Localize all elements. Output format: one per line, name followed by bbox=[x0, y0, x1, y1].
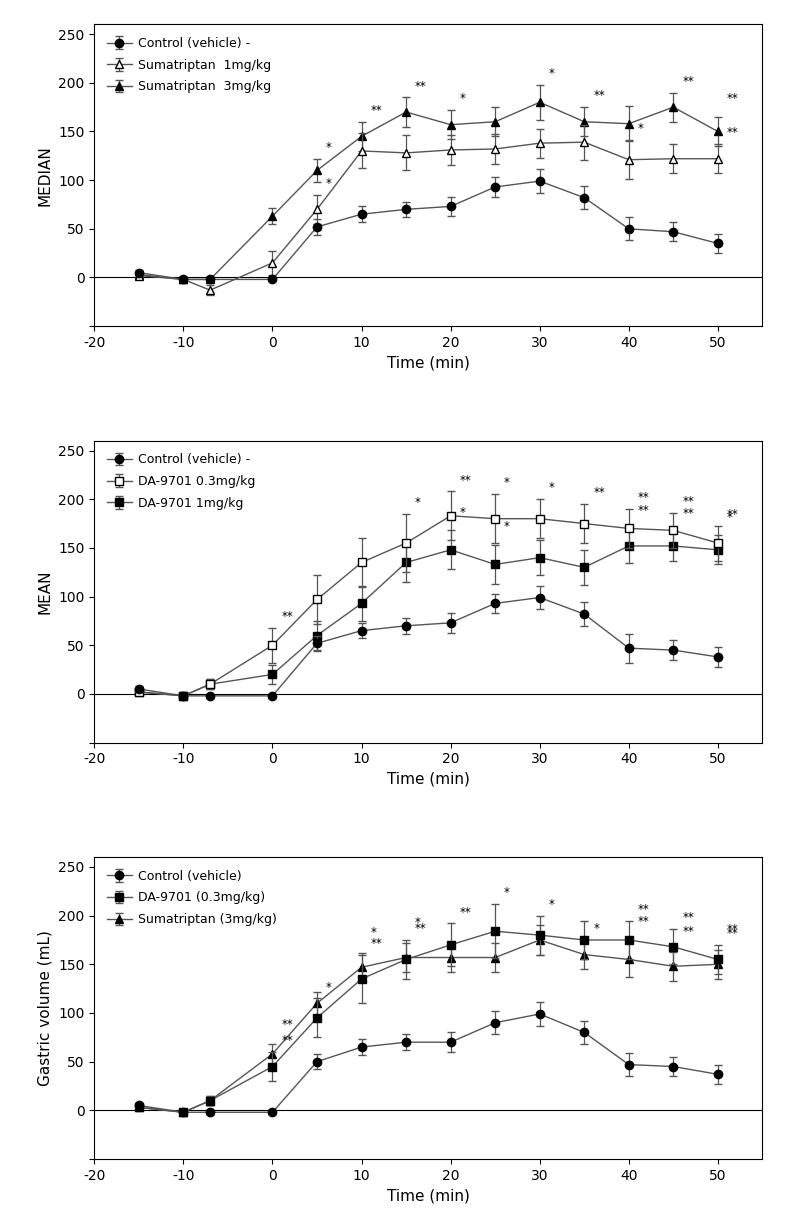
Text: **: ** bbox=[370, 937, 382, 949]
Y-axis label: Gastric volume (mL): Gastric volume (mL) bbox=[38, 930, 53, 1086]
Text: **: ** bbox=[682, 911, 694, 925]
Text: *: * bbox=[504, 477, 510, 489]
Text: *: * bbox=[549, 898, 554, 911]
X-axis label: Time (min): Time (min) bbox=[387, 1188, 470, 1203]
Text: *: * bbox=[504, 886, 510, 899]
Text: *: * bbox=[326, 140, 332, 154]
Text: *: * bbox=[415, 916, 421, 930]
Text: **: ** bbox=[682, 506, 694, 520]
Text: **: ** bbox=[281, 1017, 293, 1031]
Text: **: ** bbox=[370, 104, 382, 117]
Text: *: * bbox=[549, 67, 554, 79]
Legend: Control (vehicle) -, DA-9701 0.3mg/kg, DA-9701 1mg/kg: Control (vehicle) -, DA-9701 0.3mg/kg, D… bbox=[101, 447, 262, 516]
Text: **: ** bbox=[637, 504, 649, 517]
X-axis label: Time (min): Time (min) bbox=[387, 355, 470, 371]
Text: **: ** bbox=[727, 924, 739, 936]
Text: **: ** bbox=[593, 89, 605, 102]
Y-axis label: MEAN: MEAN bbox=[38, 570, 53, 614]
Text: **: ** bbox=[727, 126, 739, 139]
Text: **: ** bbox=[593, 487, 605, 499]
Text: *: * bbox=[549, 482, 554, 494]
Text: *: * bbox=[460, 93, 465, 105]
Text: *: * bbox=[593, 922, 599, 935]
Text: **: ** bbox=[637, 903, 649, 916]
Text: **: ** bbox=[727, 93, 739, 105]
Text: *: * bbox=[415, 497, 421, 509]
Text: **: ** bbox=[637, 492, 649, 504]
Text: **: ** bbox=[281, 610, 293, 623]
Text: **: ** bbox=[281, 1035, 293, 1047]
Text: **: ** bbox=[682, 495, 694, 508]
Legend: Control (vehicle), DA-9701 (0.3mg/kg), Sumatriptan (3mg/kg): Control (vehicle), DA-9701 (0.3mg/kg), S… bbox=[101, 864, 283, 932]
Text: **: ** bbox=[415, 79, 427, 93]
Text: **: ** bbox=[727, 508, 739, 521]
Text: **: ** bbox=[682, 74, 694, 88]
Text: **: ** bbox=[460, 905, 472, 919]
Text: *: * bbox=[504, 520, 510, 533]
Text: **: ** bbox=[415, 922, 427, 935]
Text: **: ** bbox=[637, 915, 649, 928]
Y-axis label: MEDIAN: MEDIAN bbox=[38, 145, 53, 206]
Text: **: ** bbox=[682, 925, 694, 938]
Text: *: * bbox=[460, 506, 465, 518]
Legend: Control (vehicle) -, Sumatriptan  1mg/kg, Sumatriptan  3mg/kg: Control (vehicle) -, Sumatriptan 1mg/kg,… bbox=[101, 30, 277, 100]
Text: *: * bbox=[637, 122, 644, 135]
X-axis label: Time (min): Time (min) bbox=[387, 772, 470, 787]
Text: *: * bbox=[727, 510, 733, 523]
Text: **: ** bbox=[460, 473, 472, 487]
Text: *: * bbox=[326, 177, 332, 190]
Text: **: ** bbox=[727, 927, 739, 939]
Text: *: * bbox=[370, 926, 376, 939]
Text: *: * bbox=[326, 981, 332, 993]
